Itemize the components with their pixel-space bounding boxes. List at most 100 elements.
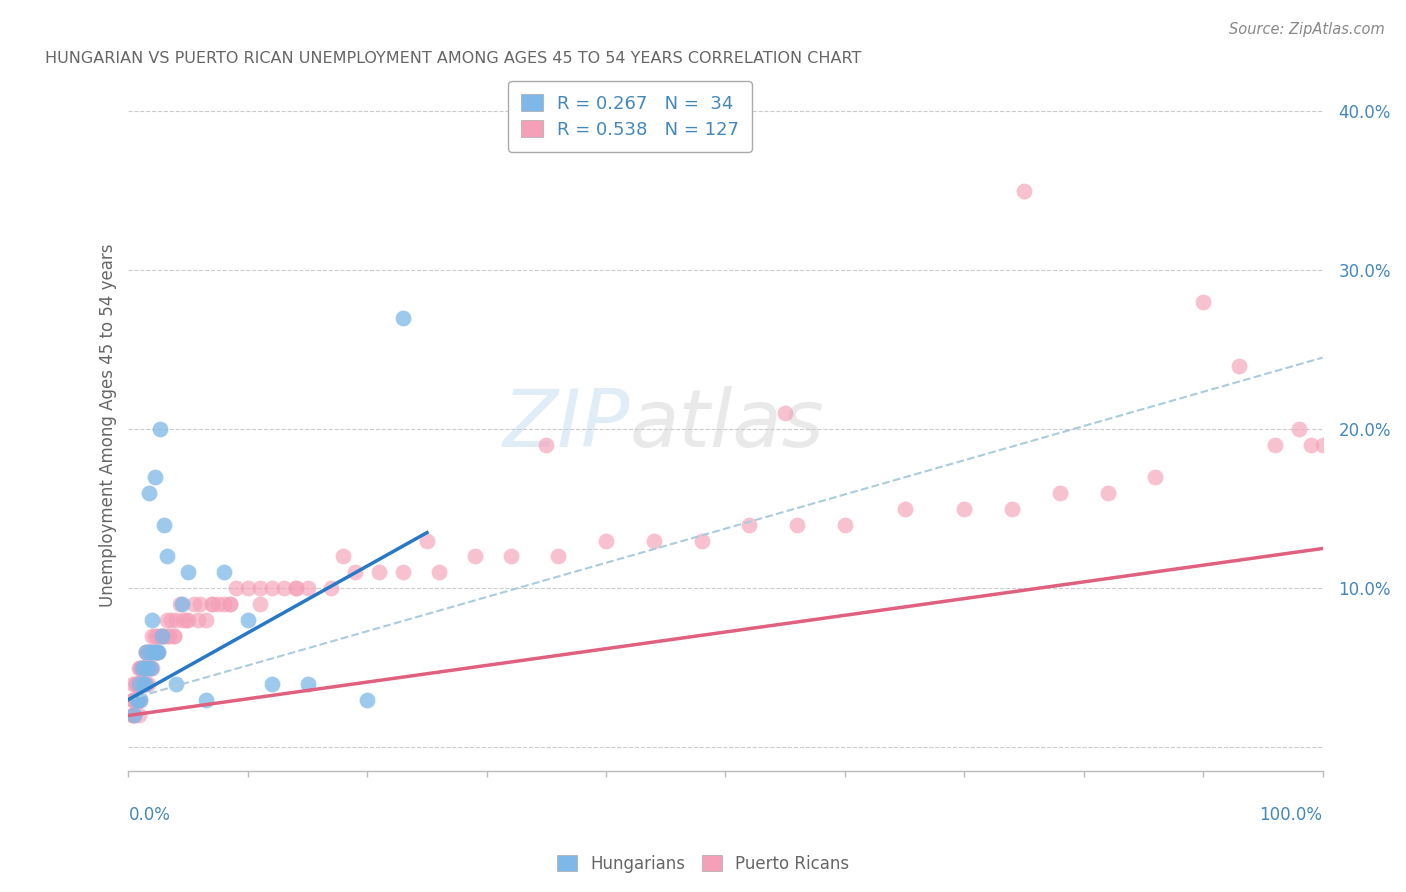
Point xyxy=(139,645,162,659)
Point xyxy=(219,597,242,611)
Point xyxy=(1144,470,1167,484)
Point xyxy=(427,566,450,580)
Text: ZIP: ZIP xyxy=(502,386,630,464)
Point xyxy=(122,692,145,706)
Point xyxy=(547,549,569,564)
Point xyxy=(135,645,157,659)
Point xyxy=(786,517,808,532)
Point xyxy=(195,692,218,706)
Point xyxy=(141,629,163,643)
Point xyxy=(145,645,167,659)
Point xyxy=(145,645,167,659)
Point xyxy=(142,645,165,659)
Point xyxy=(141,613,163,627)
Legend: R = 0.267   N =  34, R = 0.538   N = 127: R = 0.267 N = 34, R = 0.538 N = 127 xyxy=(509,81,752,152)
Point xyxy=(773,406,796,420)
Point xyxy=(129,661,152,675)
Point xyxy=(297,676,319,690)
Point xyxy=(464,549,486,564)
Point xyxy=(134,661,156,675)
Point xyxy=(141,645,163,659)
Point xyxy=(177,566,200,580)
Point xyxy=(124,692,146,706)
Point xyxy=(236,613,259,627)
Point xyxy=(124,676,146,690)
Point xyxy=(150,629,173,643)
Point xyxy=(172,613,194,627)
Point xyxy=(177,613,200,627)
Point xyxy=(143,470,166,484)
Point xyxy=(138,645,160,659)
Point xyxy=(174,613,197,627)
Point xyxy=(284,581,307,595)
Point xyxy=(122,708,145,723)
Point xyxy=(142,645,165,659)
Point xyxy=(132,676,155,690)
Point xyxy=(128,708,150,723)
Text: Source: ZipAtlas.com: Source: ZipAtlas.com xyxy=(1229,22,1385,37)
Point xyxy=(172,597,194,611)
Point xyxy=(1227,359,1250,373)
Point xyxy=(157,629,180,643)
Point xyxy=(131,661,153,675)
Point xyxy=(738,517,761,532)
Point xyxy=(132,661,155,675)
Point xyxy=(127,676,149,690)
Text: HUNGARIAN VS PUERTO RICAN UNEMPLOYMENT AMONG AGES 45 TO 54 YEARS CORRELATION CHA: HUNGARIAN VS PUERTO RICAN UNEMPLOYMENT A… xyxy=(45,51,862,66)
Point xyxy=(1192,295,1215,310)
Point xyxy=(1001,501,1024,516)
Point xyxy=(273,581,295,595)
Point xyxy=(183,597,205,611)
Point xyxy=(122,676,145,690)
Point xyxy=(368,566,391,580)
Point xyxy=(146,645,169,659)
Point xyxy=(132,676,155,690)
Point xyxy=(124,692,146,706)
Point xyxy=(284,581,307,595)
Point xyxy=(219,597,242,611)
Point xyxy=(297,581,319,595)
Point xyxy=(136,676,159,690)
Point xyxy=(128,676,150,690)
Point xyxy=(163,629,186,643)
Point xyxy=(142,645,165,659)
Point xyxy=(124,692,146,706)
Point xyxy=(212,597,235,611)
Point xyxy=(138,661,160,675)
Point xyxy=(138,486,160,500)
Point xyxy=(129,692,152,706)
Point xyxy=(141,645,163,659)
Point xyxy=(122,692,145,706)
Point xyxy=(148,645,170,659)
Point xyxy=(187,613,209,627)
Point xyxy=(135,645,157,659)
Point xyxy=(127,676,149,690)
Point xyxy=(156,613,179,627)
Point xyxy=(135,676,157,690)
Point xyxy=(160,613,183,627)
Point xyxy=(150,629,173,643)
Point xyxy=(392,310,415,325)
Point xyxy=(153,629,176,643)
Point xyxy=(156,629,179,643)
Point xyxy=(356,692,378,706)
Point xyxy=(124,676,146,690)
Point xyxy=(132,661,155,675)
Point xyxy=(146,629,169,643)
Point xyxy=(131,661,153,675)
Point xyxy=(128,661,150,675)
Text: atlas: atlas xyxy=(630,386,825,464)
Point xyxy=(595,533,617,548)
Point xyxy=(124,676,146,690)
Point xyxy=(124,708,146,723)
Point xyxy=(169,597,191,611)
Point xyxy=(344,566,367,580)
Point xyxy=(249,597,271,611)
Point xyxy=(125,676,148,690)
Point xyxy=(124,708,146,723)
Y-axis label: Unemployment Among Ages 45 to 54 years: Unemployment Among Ages 45 to 54 years xyxy=(100,244,117,607)
Point xyxy=(212,566,235,580)
Point xyxy=(136,661,159,675)
Point xyxy=(953,501,976,516)
Point xyxy=(195,613,218,627)
